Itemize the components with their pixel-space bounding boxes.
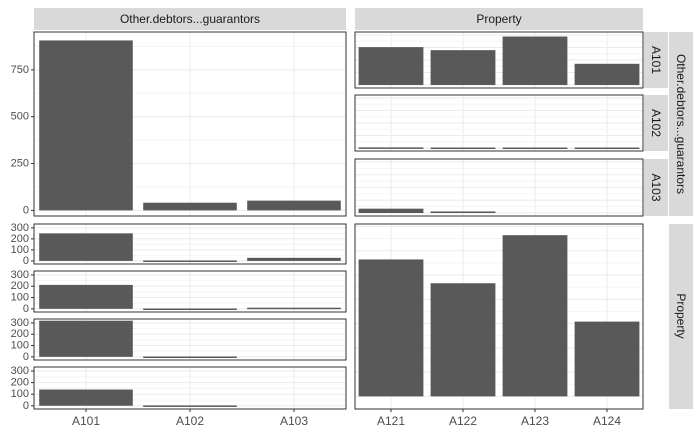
y-tick-label: 300 <box>11 365 29 377</box>
y-tick-label: 200 <box>11 233 29 245</box>
bar-A102-A124 <box>574 147 640 150</box>
column-strip-left-label: Other.debtors...guarantors <box>120 12 260 26</box>
bar-A124 <box>574 321 640 397</box>
y-tick-label: 0 <box>23 303 29 315</box>
x-tick-label-A103: A103 <box>280 414 308 428</box>
bar-bottom-left-4-A101 <box>39 389 133 406</box>
panel-top-right-A101-frame <box>354 31 644 89</box>
sub-strip-A101 <box>644 32 668 88</box>
bar-A122 <box>430 283 496 397</box>
bar-A123 <box>502 235 568 397</box>
y-tick-label: 0 <box>23 204 29 216</box>
panel-bottom-left-2-frame <box>33 270 347 313</box>
panel-top-left-frame <box>33 31 347 217</box>
sub-strip-A102-label: A102 <box>649 109 663 137</box>
bar-bottom-left-4-A102 <box>143 405 237 407</box>
x-tick-label-A101: A101 <box>72 414 100 428</box>
y-tick-label: 100 <box>11 340 29 352</box>
y-tick-label: 200 <box>11 328 29 340</box>
sub-strip-A103-label: A103 <box>649 173 663 201</box>
sub-strip-A101-label: A101 <box>649 46 663 74</box>
x-tick-label-A123: A123 <box>521 414 549 428</box>
y-tick-label: 300 <box>11 317 29 329</box>
panel-top-right-A102-frame <box>354 94 644 152</box>
x-tick-label-A121: A121 <box>377 414 405 428</box>
panel-bottom-right-frame <box>354 223 644 410</box>
y-tick-label: 100 <box>11 292 29 304</box>
y-tick-label: 0 <box>23 351 29 363</box>
bar-A101-A124 <box>574 63 640 85</box>
y-tick-label: 250 <box>11 158 29 170</box>
sub-strip-A103 <box>644 159 668 216</box>
panel-top-right-A103-frame <box>354 158 644 217</box>
row-strip-top-label: Other.debtors...guarantors <box>674 54 688 194</box>
panel-bottom-left-1-frame <box>33 223 347 265</box>
y-tick-label: 750 <box>11 64 29 76</box>
bar-A102-A123 <box>502 147 568 150</box>
bar-A101-A123 <box>502 36 568 85</box>
y-tick-label: 300 <box>11 269 29 281</box>
y-tick-label: 200 <box>11 280 29 292</box>
y-tick-label: 500 <box>11 111 29 123</box>
bar-bottom-left-3-A102 <box>143 356 237 358</box>
y-tick-label: 0 <box>23 400 29 412</box>
y-tick-label: 300 <box>11 222 29 234</box>
x-tick-label-A102: A102 <box>176 414 204 428</box>
bar-bottom-left-3-A101 <box>39 320 133 357</box>
bar-A102-A121 <box>358 147 424 149</box>
bar-A103 <box>247 200 341 211</box>
row-strip-bottom-label: Property <box>674 293 688 338</box>
y-tick-label: 100 <box>11 388 29 400</box>
bar-A101 <box>39 40 133 211</box>
y-tick-label: 0 <box>23 255 29 267</box>
column-strip-right <box>355 8 643 30</box>
row-strip-top <box>669 32 693 216</box>
row-strip-bottom <box>669 224 693 409</box>
bar-bottom-left-2-A103 <box>247 307 341 310</box>
bar-A103-A121 <box>358 208 424 213</box>
bar-A101-A121 <box>358 47 424 85</box>
bar-bottom-left-2-A102 <box>143 308 237 310</box>
bar-bottom-left-2-A101 <box>39 284 133 309</box>
column-strip-right-label: Property <box>476 12 521 26</box>
panel-bottom-left-3-frame <box>33 318 347 361</box>
bar-A102 <box>143 202 237 211</box>
column-strip-left <box>34 8 346 30</box>
y-tick-label: 200 <box>11 377 29 389</box>
bar-A101-A122 <box>430 50 496 85</box>
y-tick-label: 100 <box>11 244 29 256</box>
x-tick-label-A124: A124 <box>593 414 621 428</box>
sub-strip-A102 <box>644 95 668 151</box>
bar-bottom-left-1-A103 <box>247 257 341 261</box>
x-tick-label-A122: A122 <box>449 414 477 428</box>
bar-bottom-left-1-A102 <box>143 260 237 262</box>
bar-A102-A122 <box>430 147 496 150</box>
bar-A103-A122 <box>430 211 496 213</box>
bar-A121 <box>358 259 424 397</box>
bar-bottom-left-1-A101 <box>39 233 133 261</box>
